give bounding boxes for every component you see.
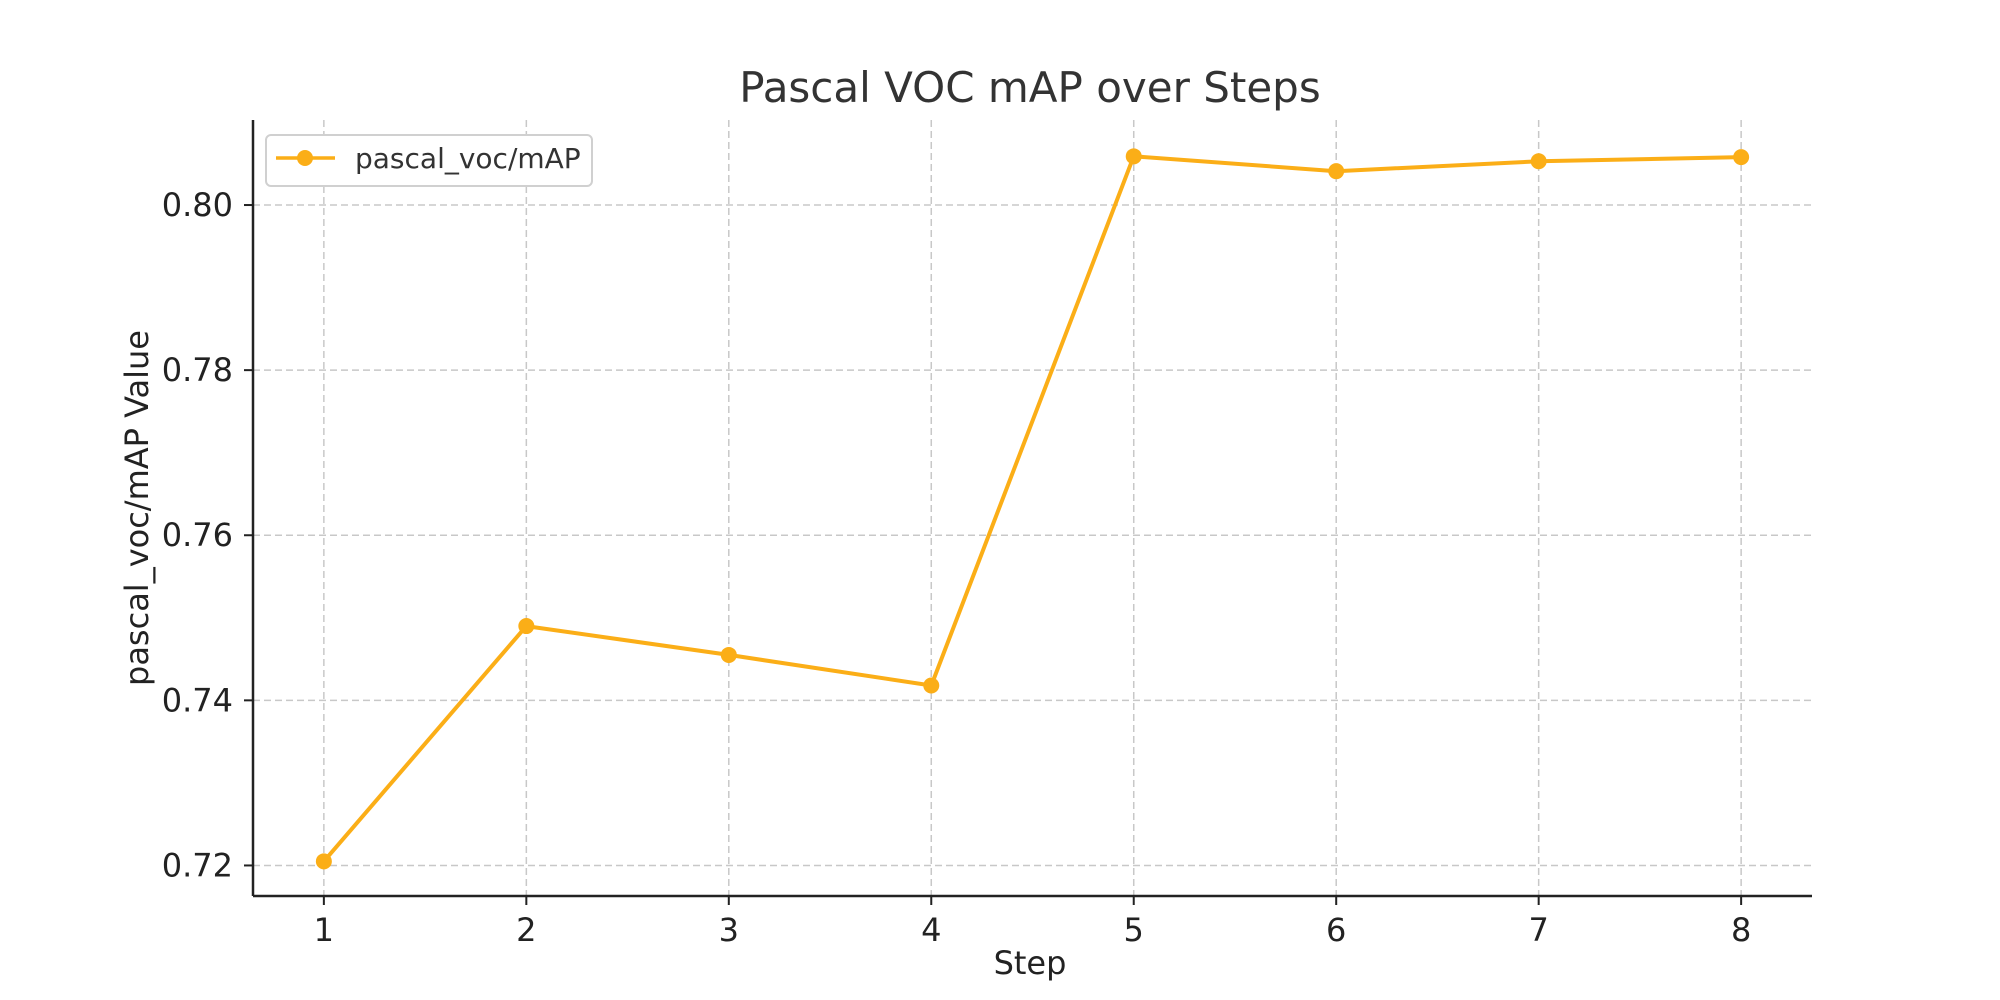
x-tick-label: 3 <box>719 911 739 949</box>
y-axis-label: pascal_voc/mAP Value <box>118 330 156 686</box>
tick-labels: 1 2 3 4 5 6 7 8 0.72 0.74 0.76 0.78 0.80 <box>162 186 1752 949</box>
data-point <box>315 853 332 870</box>
x-tick-label: 2 <box>516 911 536 949</box>
x-axis-label: Step <box>994 944 1067 982</box>
legend-marker <box>297 150 313 166</box>
data-point <box>518 618 535 635</box>
axes <box>244 120 1812 905</box>
y-tick-label: 0.74 <box>162 681 233 719</box>
y-tick-label: 0.80 <box>162 186 233 224</box>
grid <box>253 120 1812 896</box>
x-tick-label: 6 <box>1326 911 1346 949</box>
y-tick-label: 0.78 <box>162 351 233 389</box>
x-tick-label: 1 <box>314 911 334 949</box>
series-line <box>322 154 1742 863</box>
x-tick-label: 5 <box>1124 911 1144 949</box>
data-point <box>1530 153 1547 170</box>
legend-label: pascal_voc/mAP <box>355 142 581 175</box>
x-tick-label: 7 <box>1528 911 1548 949</box>
x-tick-label: 4 <box>921 911 941 949</box>
data-point <box>1125 148 1142 165</box>
series-layer <box>315 148 1750 870</box>
data-point <box>923 677 940 694</box>
legend: pascal_voc/mAP <box>265 134 593 187</box>
y-tick-label: 0.72 <box>162 846 233 884</box>
y-tick-label: 0.76 <box>162 516 233 554</box>
data-point <box>1328 163 1345 180</box>
x-tick-label: 8 <box>1731 911 1751 949</box>
chart-title: Pascal VOC mAP over Steps <box>739 63 1320 112</box>
legend-box <box>265 134 593 187</box>
data-point <box>1733 149 1750 166</box>
data-point <box>720 646 737 663</box>
